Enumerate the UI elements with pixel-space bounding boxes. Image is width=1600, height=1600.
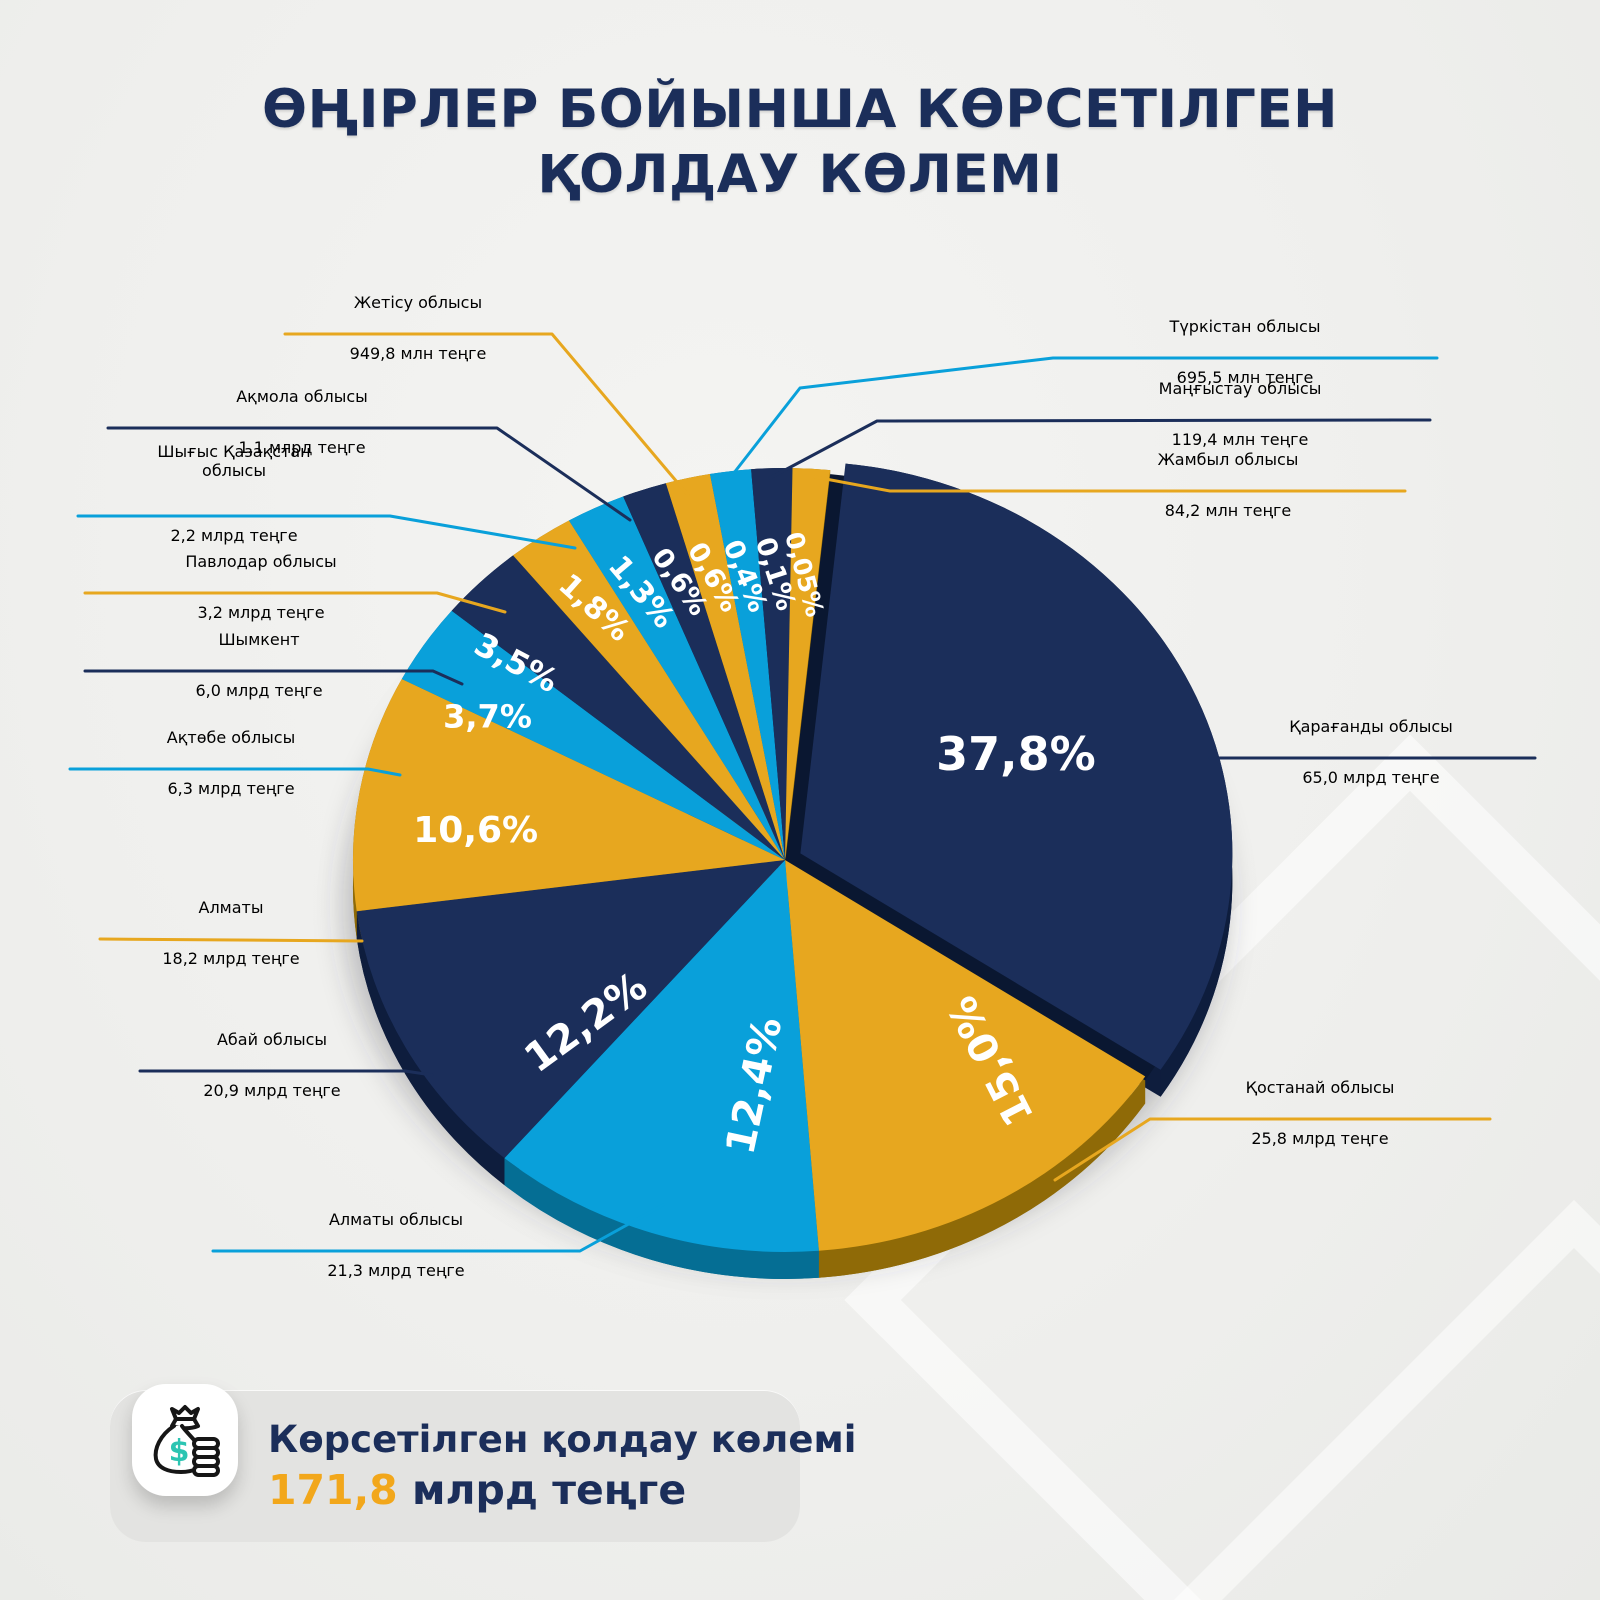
- region-callout-name: Абай облысы: [216, 1030, 328, 1049]
- callout-leader-line: [211, 1203, 665, 1253]
- region-callout-name: Маңғыстау облысы: [1158, 379, 1322, 398]
- region-callout-name: Жамбыл облысы: [1157, 450, 1299, 469]
- callout-leader-line: [76, 514, 577, 550]
- money-bag-icon: $: [132, 1384, 238, 1496]
- region-callout-name: Шығыс Қазақстан облысы: [157, 442, 311, 480]
- pie-slice: [513, 520, 785, 860]
- pie-slice-wall: [818, 1076, 1146, 1278]
- region-callout-value: 6,0 млрд теңге: [195, 681, 323, 700]
- region-callout-name: Павлодар облысы: [185, 552, 337, 571]
- region-callout-name: Қостанай облысы: [1245, 1078, 1395, 1097]
- pie-slice: [401, 610, 785, 860]
- pie-slice: [800, 463, 1233, 1070]
- pie-slice: [504, 860, 819, 1253]
- pie-slice: [785, 860, 1146, 1251]
- pie-slice-percent-label: 3,7%: [443, 698, 532, 736]
- region-callout-value: 21,3 млрд теңге: [327, 1261, 465, 1280]
- region-callout-name: Түркістан облысы: [1169, 317, 1321, 336]
- callout-leader-line: [768, 418, 1432, 480]
- region-callout-value: 18,2 млрд теңге: [162, 949, 300, 968]
- region-callout-name: Алматы: [198, 898, 264, 917]
- pie-slice: [352, 679, 785, 912]
- region-callout-value: 65,0 млрд теңге: [1302, 768, 1440, 787]
- pie-slice: [665, 474, 785, 860]
- callout-leader-line: [68, 767, 402, 777]
- pie-slice-percent-label: 37,8%: [936, 727, 1096, 781]
- svg-text:$: $: [169, 1434, 190, 1469]
- region-callout-name: Қарағанды облысы: [1289, 717, 1453, 736]
- region-callout-name: Алматы облысы: [328, 1210, 464, 1229]
- callout-leader-line: [728, 356, 1439, 480]
- callout-leader-line: [98, 937, 364, 943]
- region-callout-value: 20,9 млрд теңге: [203, 1081, 341, 1100]
- pie-slice-wall: [356, 911, 505, 1186]
- region-callout-name: Жетісу облысы: [353, 293, 483, 312]
- summary-label: Көрсетілген қолдау көлемі: [268, 1418, 857, 1461]
- region-callout-value: 1,1 млрд теңге: [238, 438, 366, 457]
- region-callout-value: 3,2 млрд теңге: [197, 603, 325, 622]
- pie-slice-percent-label: 10,6%: [413, 810, 538, 851]
- callout-leader-line: [813, 475, 1407, 493]
- region-callout-name: Шымкент: [218, 630, 300, 649]
- page-title: ӨҢІРЛЕР БОЙЫНША КӨРСЕТІЛГЕН ҚОЛДАУ КӨЛЕМ…: [262, 79, 1338, 205]
- callout-leader-line: [83, 669, 464, 686]
- summary-amount: 171,8 млрд теңге: [268, 1464, 856, 1517]
- callout-leader-line: [106, 426, 632, 522]
- callout-leader-line: [138, 1069, 434, 1077]
- pie-slice: [356, 860, 785, 1159]
- pie-slice: [569, 496, 785, 860]
- summary-amount-value: 171,8: [268, 1466, 398, 1515]
- region-callout-value: 6,3 млрд теңге: [167, 779, 295, 798]
- pie-slice: [451, 555, 785, 860]
- region-callout-value: 949,8 млн теңге: [349, 344, 487, 363]
- region-callout-name: Ақтөбе облысы: [166, 728, 296, 747]
- region-callout-name: Ақмола облысы: [236, 387, 368, 406]
- region-callout-value: 2,2 млрд теңге: [170, 526, 298, 545]
- callout-leader-line: [283, 332, 690, 497]
- pie-slice: [751, 468, 793, 860]
- region-callout-value: 695,5 млн теңге: [1176, 368, 1314, 387]
- callout-leader-line: [1053, 1117, 1492, 1182]
- summary-amount-unit: млрд теңге: [397, 1466, 687, 1515]
- region-callout-value: 119,4 млн теңге: [1171, 430, 1309, 449]
- region-callout-value: 84,2 млн теңге: [1164, 501, 1292, 520]
- pie-slice: [785, 468, 831, 860]
- total-summary-box: $ Көрсетілген қолдау көлемі 171,8 млрд т…: [110, 1384, 856, 1542]
- pie-slice: [710, 469, 785, 860]
- pie-slice: [623, 483, 785, 860]
- pie-slice-wall: [504, 1158, 819, 1280]
- region-callout-value: 25,8 млрд теңге: [1251, 1129, 1389, 1148]
- callout-leader-line: [83, 591, 507, 614]
